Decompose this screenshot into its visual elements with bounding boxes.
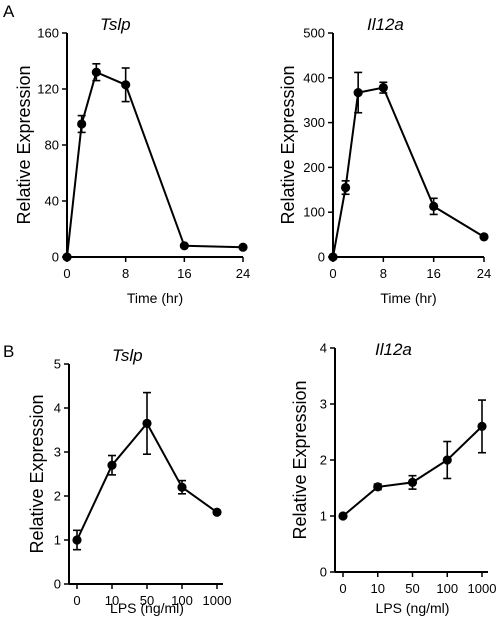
data-point <box>62 252 72 262</box>
chart-title: Il12a <box>367 15 404 34</box>
y-tick-label: 100 <box>303 205 325 220</box>
y-tick-label: 2 <box>320 453 327 468</box>
chart-0: 0 40 80 120 160 0 8 16 24 Tslp Time (hr) Relative E… <box>14 15 250 306</box>
x-tick-label: 1000 <box>468 581 497 596</box>
y-tick-label: 40 <box>45 194 59 209</box>
y-tick-label: 1 <box>54 533 61 548</box>
chart-title: Tslp <box>100 15 131 34</box>
y-tick-label: 400 <box>303 70 325 85</box>
data-point <box>340 182 351 193</box>
data-point <box>328 252 338 262</box>
y-tick-label: 1 <box>320 509 327 524</box>
y-axis-label: Relative Expression <box>14 65 34 224</box>
series-line <box>66 70 244 258</box>
y-tick-label: 500 <box>303 26 325 41</box>
x-tick-label: 0 <box>329 266 336 281</box>
x-tick-label: 24 <box>236 266 250 281</box>
panel-label-a: A <box>3 2 15 21</box>
data-point <box>121 80 131 90</box>
data-point <box>407 477 418 487</box>
y-axis-label: Relative Expression <box>290 380 310 539</box>
data-point <box>238 242 248 252</box>
x-axis-label: Time (hr) <box>380 290 436 306</box>
x-tick-label: 50 <box>140 593 154 608</box>
data-point <box>477 421 487 431</box>
y-tick-label: 4 <box>54 401 61 416</box>
x-axis-label: Time (hr) <box>127 290 183 306</box>
y-tick-label: 120 <box>37 82 59 97</box>
panel-label-b: B <box>3 342 14 361</box>
x-tick-label: 1000 <box>203 593 232 608</box>
y-tick-label: 3 <box>320 397 327 412</box>
data-point <box>479 232 489 242</box>
data-point <box>107 460 117 470</box>
y-tick-label: 0 <box>52 250 59 265</box>
series-line <box>342 425 483 517</box>
x-tick-label: 10 <box>105 593 119 608</box>
data-point <box>72 535 82 545</box>
x-axis-label: LPS (ng/ml) <box>376 600 450 616</box>
y-tick-label: 5 <box>54 357 61 372</box>
data-point <box>442 455 452 465</box>
chart-title: Tslp <box>112 346 143 365</box>
data-point <box>429 201 439 211</box>
x-tick-label: 0 <box>63 266 70 281</box>
y-tick-label: 2 <box>54 489 61 504</box>
y-tick-label: 3 <box>54 445 61 460</box>
data-point <box>338 511 348 521</box>
data-point <box>177 482 187 492</box>
x-tick-label: 0 <box>339 581 346 596</box>
y-tick-label: 0 <box>320 565 327 580</box>
x-tick-label: 50 <box>405 581 419 596</box>
y-axis-label: Relative Expression <box>278 65 298 224</box>
x-tick-label: 8 <box>380 266 387 281</box>
y-tick-label: 4 <box>320 341 327 356</box>
y-tick-label: 200 <box>303 160 325 175</box>
chart-1: 0 100 200 300 400 500 0 8 16 24 Il12a Time (hr) Rela… <box>278 15 491 306</box>
x-tick-label: 100 <box>171 593 193 608</box>
chart-3: 0 1 2 3 4 0 10 50 100 1000 Il12a LPS (ng/ml) Relativ… <box>290 340 496 616</box>
x-tick-label: 16 <box>426 266 440 281</box>
x-tick-label: 16 <box>177 266 191 281</box>
x-tick-label: 8 <box>122 266 129 281</box>
x-tick-label: 0 <box>73 593 80 608</box>
data-point <box>212 507 222 517</box>
chart-title: Il12a <box>375 340 412 359</box>
data-point <box>179 241 189 251</box>
y-tick-label: 0 <box>318 250 325 265</box>
y-axis-label: Relative Expression <box>27 394 47 553</box>
x-tick-label: 24 <box>477 266 491 281</box>
y-tick-label: 0 <box>54 577 61 592</box>
x-axis-label: LPS (ng/ml) <box>110 600 184 616</box>
x-tick-label: 100 <box>436 581 458 596</box>
y-tick-label: 160 <box>37 26 59 41</box>
x-tick-label: 10 <box>371 581 385 596</box>
data-point <box>77 119 87 129</box>
data-point <box>142 418 152 428</box>
data-point <box>373 482 383 492</box>
y-tick-label: 80 <box>45 138 59 153</box>
data-point <box>378 83 388 93</box>
data-point <box>91 67 101 77</box>
data-point <box>353 87 363 98</box>
series-line <box>332 86 485 258</box>
y-tick-label: 300 <box>303 115 325 130</box>
